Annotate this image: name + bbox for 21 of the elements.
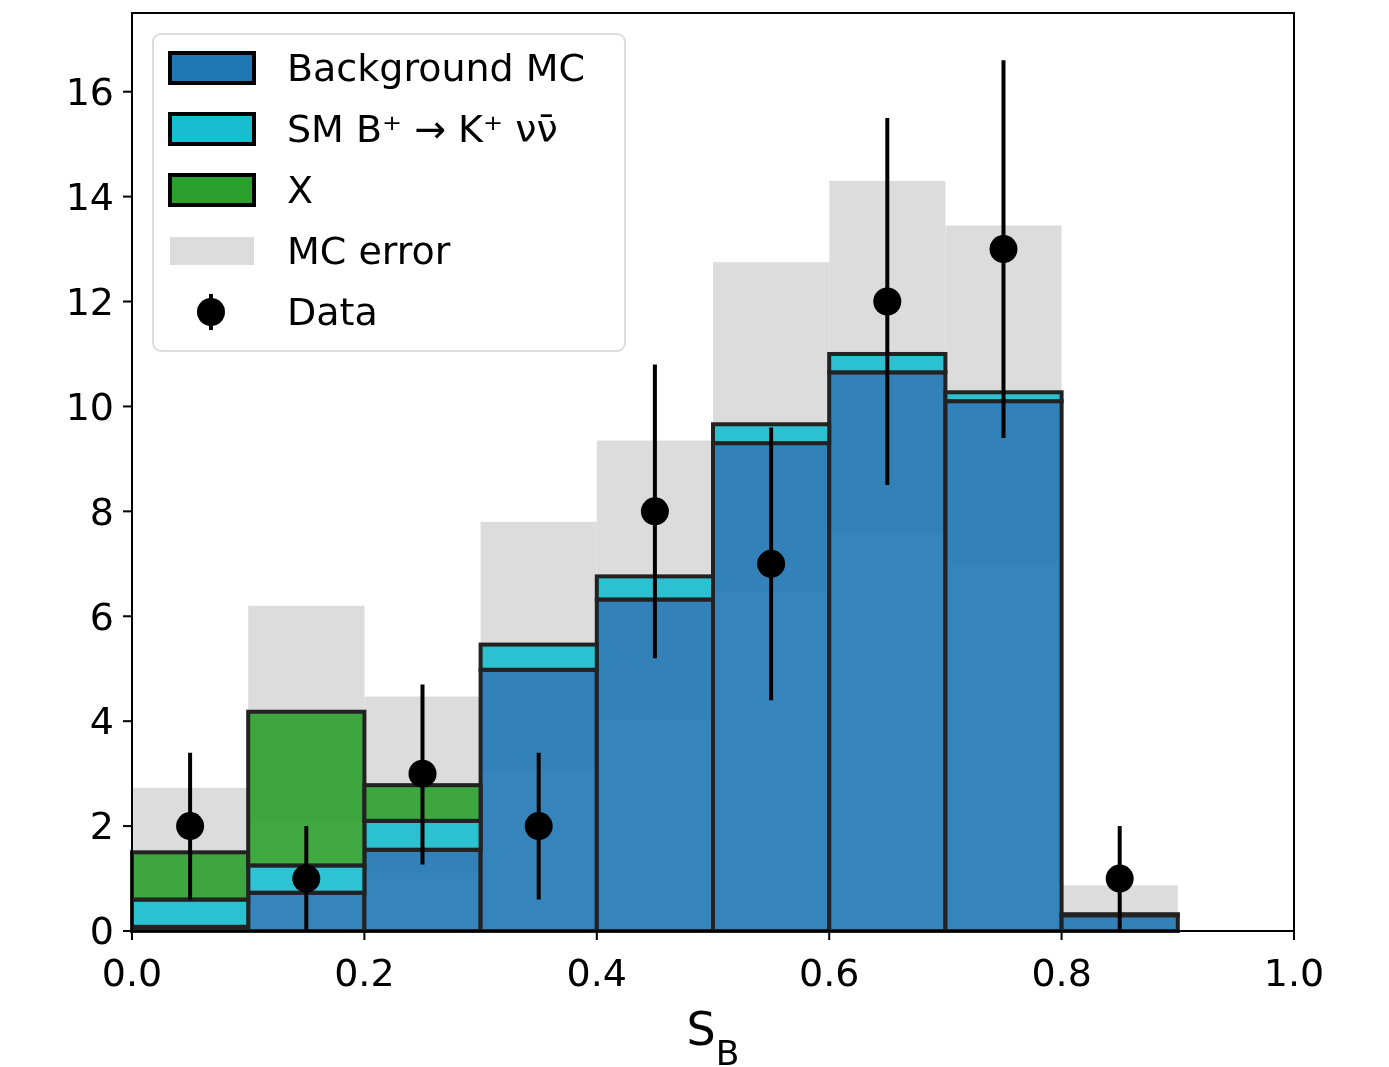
y-tick-label: 16 (65, 69, 114, 114)
x-tick-label: 1.0 (1263, 951, 1325, 995)
y-tick-label: 10 (65, 384, 114, 429)
x-tick-label: 0.0 (101, 951, 163, 995)
y-tick-label: 0 (89, 909, 114, 954)
y-tick-label: 8 (89, 489, 114, 534)
x-tick-label: 0.4 (566, 951, 628, 995)
y-tick-label: 4 (89, 699, 114, 744)
x-tick-label: 0.2 (334, 951, 395, 995)
y-tick-label: 14 (65, 174, 114, 219)
legend-label: SM B⁺ → K⁺ νν̄ (287, 107, 558, 152)
legend-label: MC error (287, 229, 451, 274)
legend-label: Data (287, 290, 378, 335)
y-tick-label: 12 (65, 279, 114, 324)
x-tick-label: 0.6 (798, 951, 860, 995)
legend-label: Background MC (287, 46, 586, 91)
y-tick-label: 6 (89, 594, 114, 639)
y-tick-label: 2 (89, 804, 114, 849)
legend-label: X (287, 168, 314, 213)
x-axis-title: S$_{B}$ (686, 1002, 740, 1067)
x-tick-label: 0.8 (1031, 951, 1092, 995)
